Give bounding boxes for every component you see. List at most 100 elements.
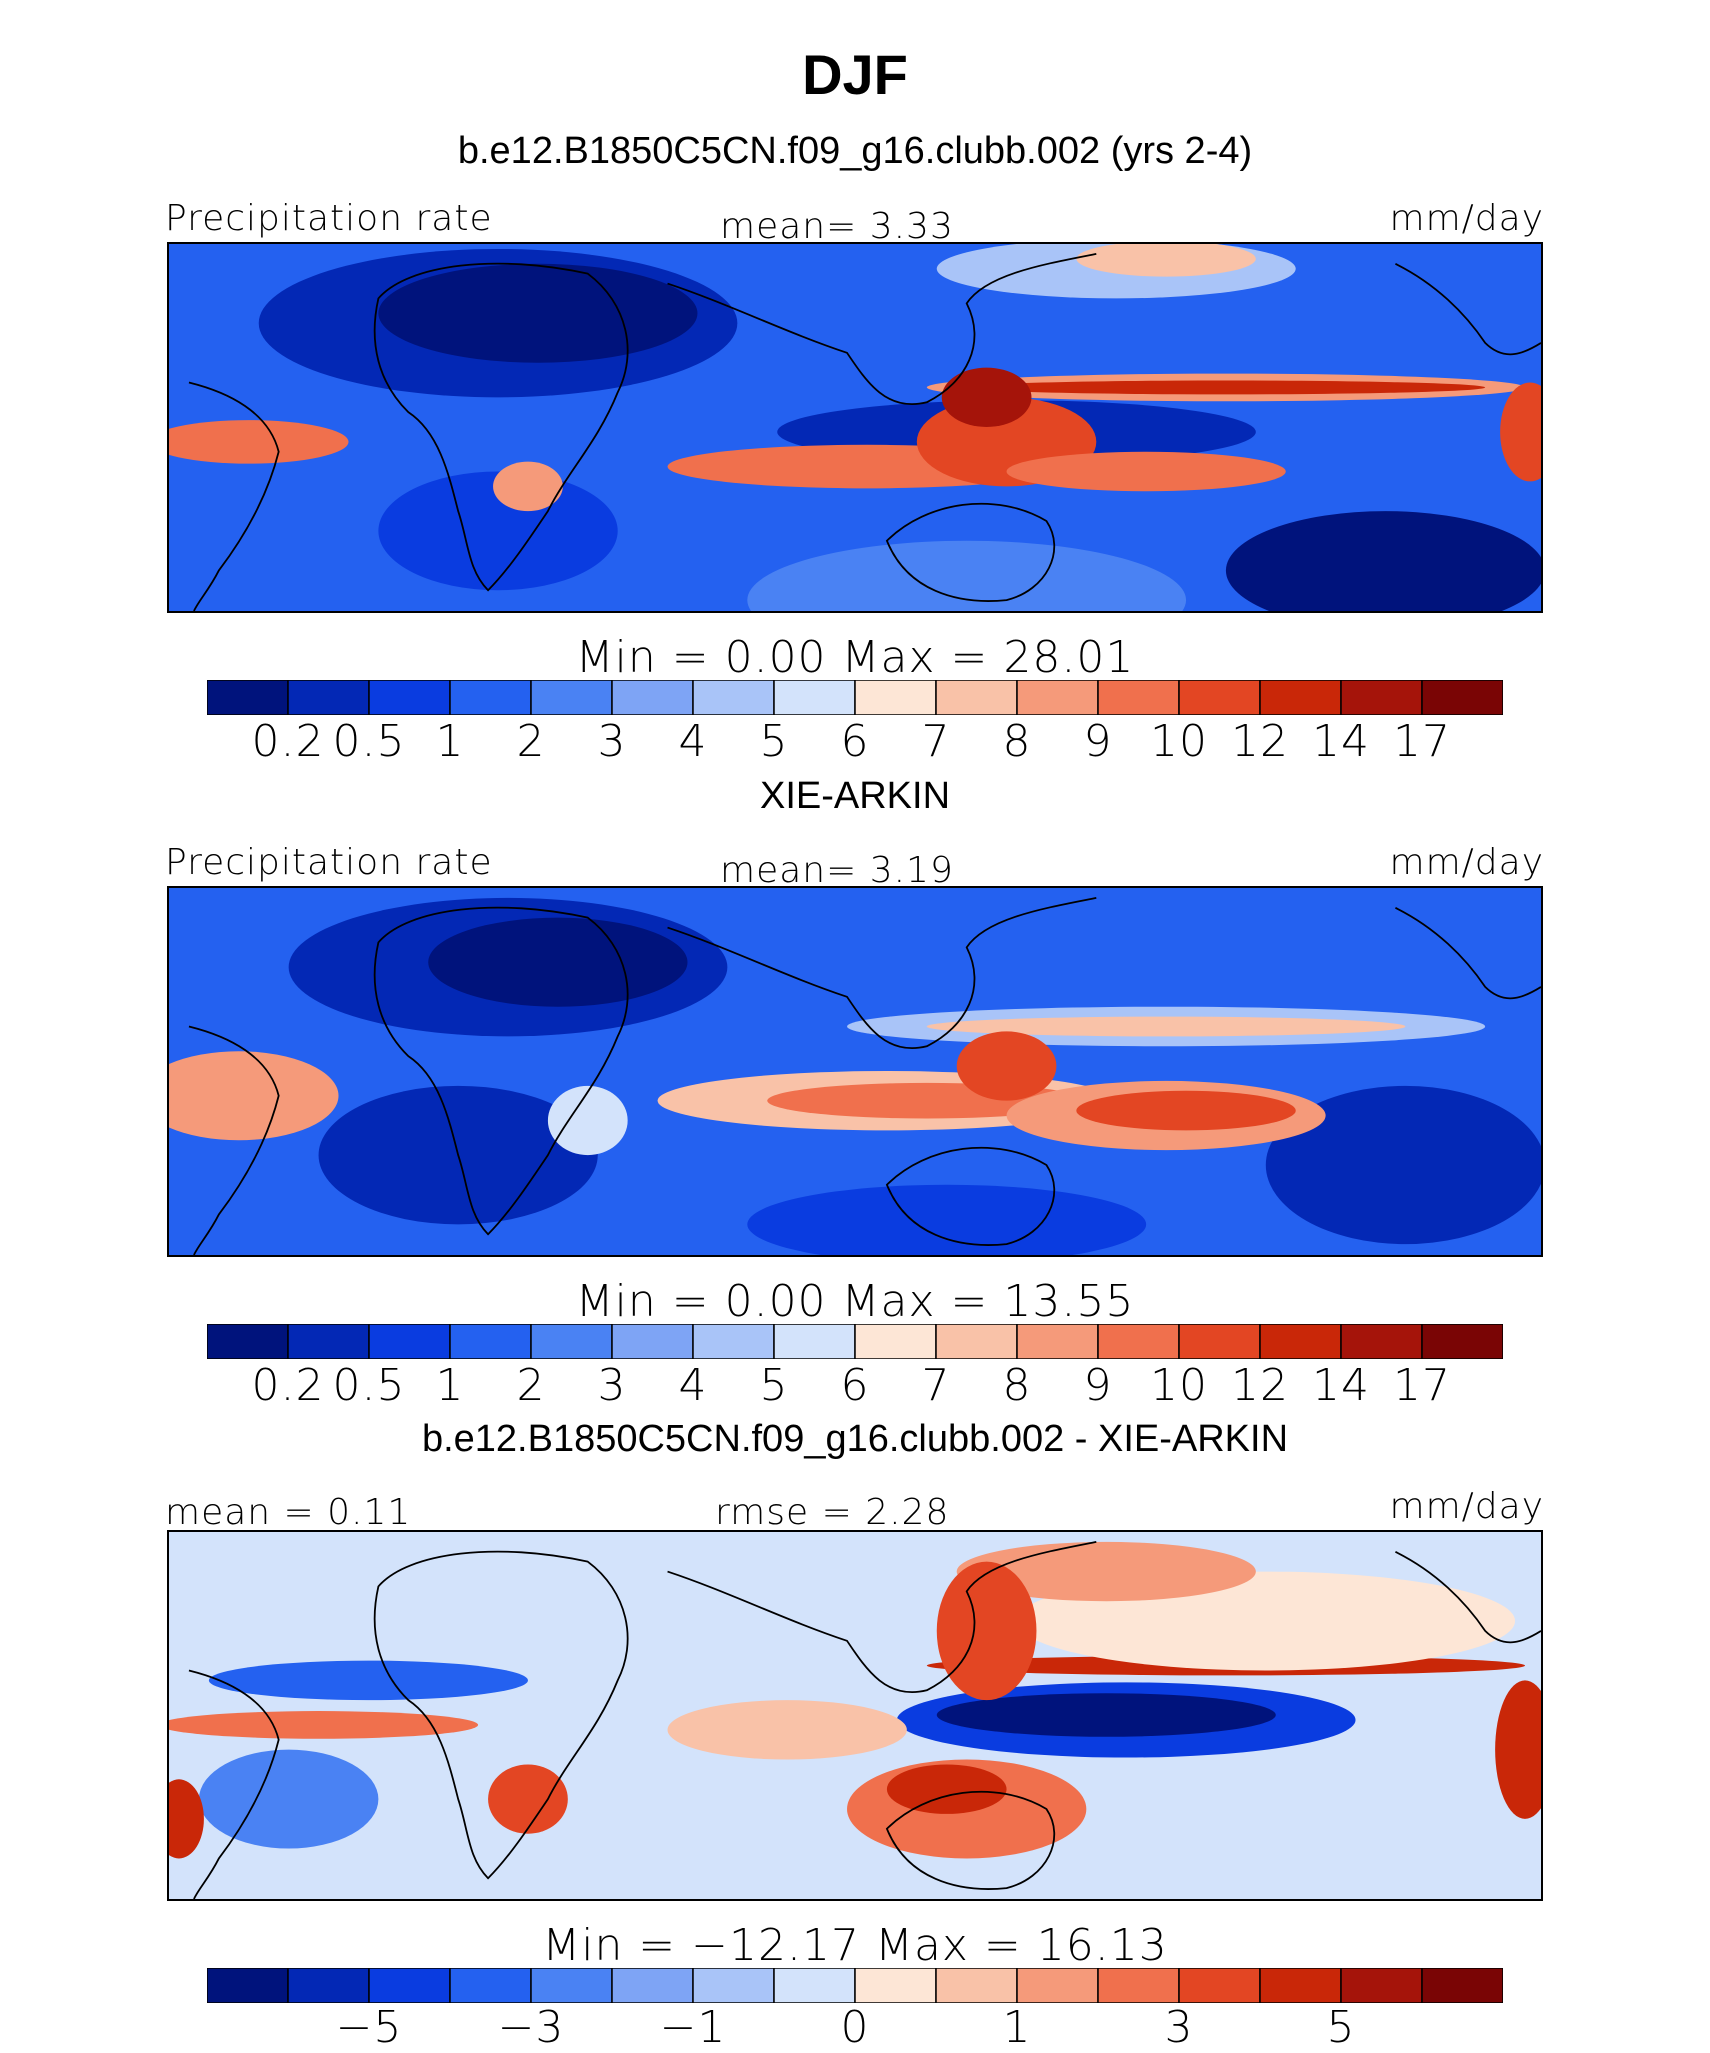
panel1-colorbar-tick-label: 0.5 (332, 716, 406, 767)
panel1-map-svg (169, 244, 1541, 611)
panel1-coastline-africa (373, 262, 629, 592)
panel1-colorbar-box (1259, 679, 1342, 716)
panel2-colorbar-tick-label: 10 (1150, 1360, 1208, 1411)
panel3-colorbar-box (773, 1967, 856, 2004)
panel2-map (167, 886, 1543, 1257)
panel2-maritime-continent (956, 1031, 1057, 1101)
panel2-itcz-band (926, 1016, 1406, 1037)
panel3-colorbar-tick-label: 1 (1002, 2002, 1032, 2053)
panel2-colorbar-svg (206, 1323, 1504, 1360)
panel1-colorbar-box (368, 679, 451, 716)
panel2-colorbar-tick-label: 1 (435, 1360, 465, 1411)
panel2-colorbar-tick-label: 0.5 (332, 1360, 406, 1411)
panel2-colorbar-tick-label: 6 (840, 1360, 870, 1411)
panel3-colorbar-box (206, 1967, 289, 2004)
panel1-colorbar-tick-label: 14 (1312, 716, 1370, 767)
panel1-colorbar-tick-label: 17 (1393, 716, 1451, 767)
panel2-left-label: Precipitation rate (165, 842, 493, 883)
panel2-colorbar-box (530, 1323, 613, 1360)
panel3-colorbar-box (368, 1967, 451, 2004)
panel2-colorbar-tick-label: 0.2 (251, 1360, 325, 1411)
panel1-maritime-core (941, 367, 1032, 428)
panel3-colorbar-tick-label: −1 (659, 2002, 727, 2053)
panel1-coastline-australia (885, 502, 1056, 602)
panel1-colorbar-box (692, 679, 775, 716)
panel3-colorbar-box (611, 1967, 694, 2004)
panel3-colorbar-box (530, 1967, 613, 2004)
panel1-colorbar-tick-label: 1 (435, 716, 465, 767)
panel3-africa-positive (488, 1764, 568, 1834)
panel1-colorbar-tick-label: 0.2 (251, 716, 325, 767)
panel1-colorbar-box (1340, 679, 1423, 716)
panel1-colorbar-box (854, 679, 937, 716)
panel2-coastline-south-america (188, 1025, 280, 1255)
panel3-colorbar-box (287, 1967, 370, 2004)
panel2-africa-light (547, 1085, 628, 1156)
panel2-colorbar-box (1259, 1323, 1342, 1360)
panel3-case-title: b.e12.B1850C5CN.f09_g16.clubb.002 - XIE-… (421, 1418, 1289, 1460)
panel1-colorbar (206, 679, 1504, 716)
panel2-colorbar-tick-label: 2 (516, 1360, 546, 1411)
panel1-colorbar-box (287, 679, 370, 716)
panel3-negative-band (208, 1660, 528, 1701)
panel3-coastline-africa (373, 1550, 629, 1880)
panel1-colorbar-box (1016, 679, 1099, 716)
panel1-colorbar-tick-label: 7 (921, 716, 951, 767)
panel3-negative-region (198, 1749, 379, 1849)
panel1-minmax: Min = 0.00 Max = 28.01 (575, 632, 1135, 683)
panel1-africa-wet (493, 461, 563, 512)
panel3-coastline-north-america (1395, 1550, 1541, 1644)
panel1-colorbar-tick-label: 3 (597, 716, 627, 767)
panel3-colorbar-box (449, 1967, 532, 2004)
panel1-colorbar-box (206, 679, 289, 716)
panel2-south-america-wet (169, 1051, 339, 1141)
panel3-colorbar-box (1421, 1967, 1504, 2004)
panel2-case-title: XIE-ARKIN (759, 775, 951, 817)
panel3-map-svg (169, 1532, 1541, 1899)
panel1-colorbar-tick-label: 8 (1002, 716, 1032, 767)
panel2-colorbar-box (773, 1323, 856, 1360)
figure-title: DJF (802, 43, 908, 106)
panel1-colorbar-tick-label: 6 (840, 716, 870, 767)
panel2-colorbar-box (1016, 1323, 1099, 1360)
panel2-colorbar (206, 1323, 1504, 1360)
panel3-coastline-australia (885, 1790, 1056, 1890)
panel1-unit-label: mm/day (1389, 198, 1544, 239)
panel2-colorbar-box (1421, 1323, 1504, 1360)
panel3-colorbar-tick-label: −3 (497, 2002, 565, 2053)
panel1-colorbar-box (1178, 679, 1261, 716)
panel2-coastline-asia (667, 897, 1097, 1049)
panel1-colorbar-tick-label: 12 (1231, 716, 1289, 767)
panel3-colorbar (206, 1967, 1504, 2004)
panel1-colorbar-svg (206, 679, 1504, 716)
panel1-itcz-core (966, 380, 1486, 395)
panel3-west-edge-positive (169, 1779, 204, 1859)
panel1-colorbar-labels: 0.2 0.5 1 2 3 4 5 6 7 8 9 10 12 14 17 (207, 716, 1503, 767)
panel2-minmax: Min = 0.00 Max = 13.55 (575, 1276, 1135, 1327)
panel3-mean-label: mean = 0.11 (165, 1492, 412, 1533)
panel1-colorbar-box (611, 679, 694, 716)
panel1-colorbar-tick-label: 10 (1150, 716, 1208, 767)
panel3-colorbar-box (1178, 1967, 1261, 2004)
panel2-colorbar-labels: 0.2 0.5 1 2 3 4 5 6 7 8 9 10 12 14 17 (207, 1360, 1503, 1411)
panel2-dry-core (428, 917, 688, 1007)
panel2-colorbar-box (206, 1323, 289, 1360)
panel1-colorbar-box (773, 679, 856, 716)
panel3-colorbar-box (935, 1967, 1018, 2004)
panel2-colorbar-tick-label: 4 (678, 1360, 708, 1411)
panel2-colorbar-tick-label: 3 (597, 1360, 627, 1411)
panel3-unit-label: mm/day (1389, 1486, 1544, 1527)
panel1-coastline-asia (667, 253, 1097, 405)
panel3-colorbar-tick-label: 5 (1326, 2002, 1356, 2053)
panel3-coastline-south-america (188, 1669, 280, 1899)
panel1-coastline-north-america (1395, 262, 1541, 356)
panel3-colorbar-tick-label: 3 (1164, 2002, 1194, 2053)
panel2-colorbar-tick-label: 7 (921, 1360, 951, 1411)
panel2-coastline-australia (885, 1146, 1056, 1246)
panel1-map (167, 242, 1543, 613)
panel1-colorbar-box (1097, 679, 1180, 716)
panel2-dry-region (747, 1184, 1147, 1255)
panel2-dry-region (1265, 1085, 1541, 1245)
panel3-asia-positive (936, 1561, 1037, 1701)
panel2-coastline-north-america (1395, 906, 1541, 1000)
